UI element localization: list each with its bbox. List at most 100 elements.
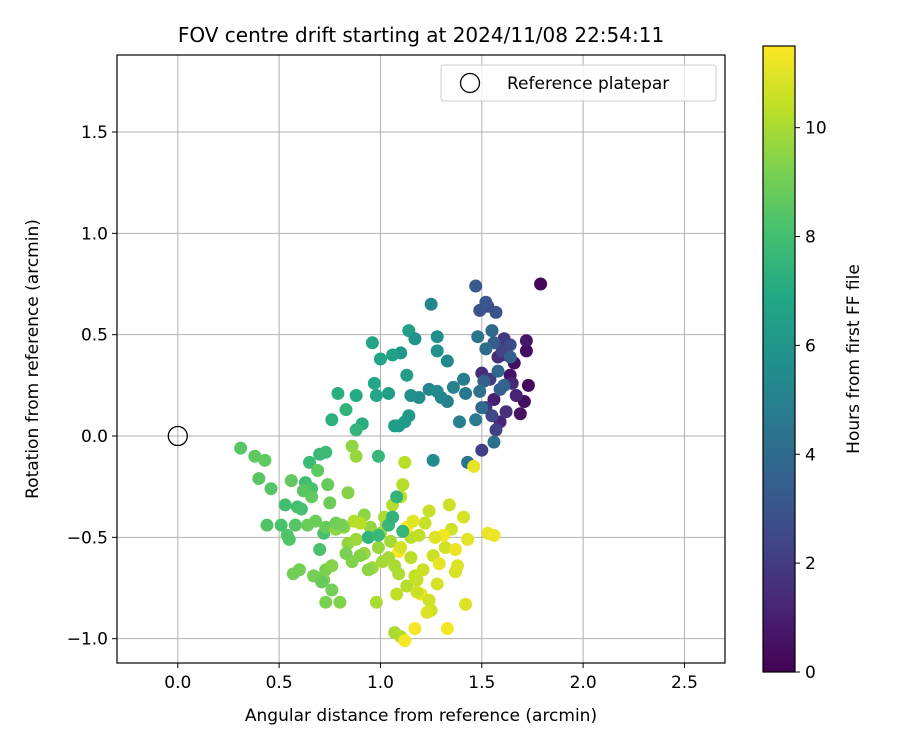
data-point [234,441,248,455]
colorbar-tick-label: 10 [805,119,827,139]
x-axis-label: Angular distance from reference (arcmin) [245,706,597,726]
data-point [325,413,339,427]
colorbar-tick-label: 4 [805,445,816,465]
data-point [333,595,347,609]
data-point [410,585,424,599]
data-point [292,563,306,577]
data-point [479,295,493,309]
data-point [384,534,398,548]
data-point [349,388,363,402]
data-point [319,595,333,609]
colorbar-tick-label: 8 [805,228,816,248]
colorbar-tick-label: 2 [805,554,816,574]
data-point [406,514,420,528]
x-tick-label: 0.0 [164,673,191,693]
data-point [321,478,335,492]
data-point [386,348,400,362]
data-point [457,372,471,386]
data-point [497,378,511,392]
y-tick-label: 1.0 [81,224,108,244]
data-point [408,332,422,346]
plot-frame [116,54,726,664]
data-point [363,520,377,534]
data-points [167,277,548,648]
data-point [459,597,473,611]
data-point [294,502,308,516]
data-point [396,478,410,492]
data-point [503,350,517,364]
data-point [388,419,402,433]
data-point [331,386,345,400]
data-point [349,532,363,546]
data-point [303,455,317,469]
data-point [398,415,412,429]
data-point [438,540,452,554]
data-point [329,516,343,530]
grid-lines [117,55,725,663]
data-point [489,423,503,437]
y-tick-label: −1.0 [67,630,108,650]
data-point [475,443,489,457]
data-point [371,528,385,542]
x-axis: 0.0 0.5 1.0 1.5 2.0 2.5 [164,663,698,693]
y-tick-label: 0.5 [81,326,108,346]
data-point [513,407,527,421]
data-point [442,498,456,512]
data-point [416,563,430,577]
data-point [477,374,491,388]
data-point [461,532,475,546]
data-point [519,344,533,358]
data-point [430,344,444,358]
data-point [319,445,333,459]
data-point [412,528,426,542]
data-point [396,524,410,538]
data-point [430,330,444,344]
data-point [519,334,533,348]
data-point [325,583,339,597]
data-point [459,386,473,400]
data-point [258,453,272,467]
data-point [534,277,548,291]
colorbar-label: Hours from first FF file [844,264,864,454]
data-point [296,484,310,498]
data-point [479,342,493,356]
data-point [489,305,503,319]
colorbar-gradient [762,45,796,673]
data-point [288,518,302,532]
colorbar: 0 2 4 6 8 10 Hours from first FF file [762,45,864,683]
data-point [394,540,408,554]
data-point [491,364,505,378]
data-point [284,474,298,488]
data-point [339,547,353,561]
data-point [373,352,387,366]
data-point [361,530,375,544]
colorbar-ticks: 0 2 4 6 8 10 [795,119,827,683]
data-point [424,297,438,311]
data-point [503,338,517,352]
data-point [252,472,266,486]
data-point [248,449,262,463]
data-point [426,453,440,467]
data-point [446,380,460,394]
data-point [315,575,329,589]
data-point [471,330,485,344]
data-point [274,518,288,532]
data-point [487,435,501,449]
data-point [341,486,355,500]
data-point [404,388,418,402]
data-point [264,482,278,496]
data-point [323,496,337,510]
legend-box [440,64,717,102]
colorbar-tick-label: 0 [805,663,816,683]
x-tick-label: 1.5 [468,673,495,693]
data-point [367,376,381,390]
y-tick-label: 0.0 [81,427,108,447]
x-tick-label: 2.0 [570,673,597,693]
data-point [440,622,454,636]
data-point [311,463,325,477]
colorbar-tick-label: 6 [805,336,816,356]
data-point [313,543,327,557]
data-point [467,459,481,473]
legend: Reference platepar [440,64,717,102]
x-tick-label: 1.0 [367,673,394,693]
